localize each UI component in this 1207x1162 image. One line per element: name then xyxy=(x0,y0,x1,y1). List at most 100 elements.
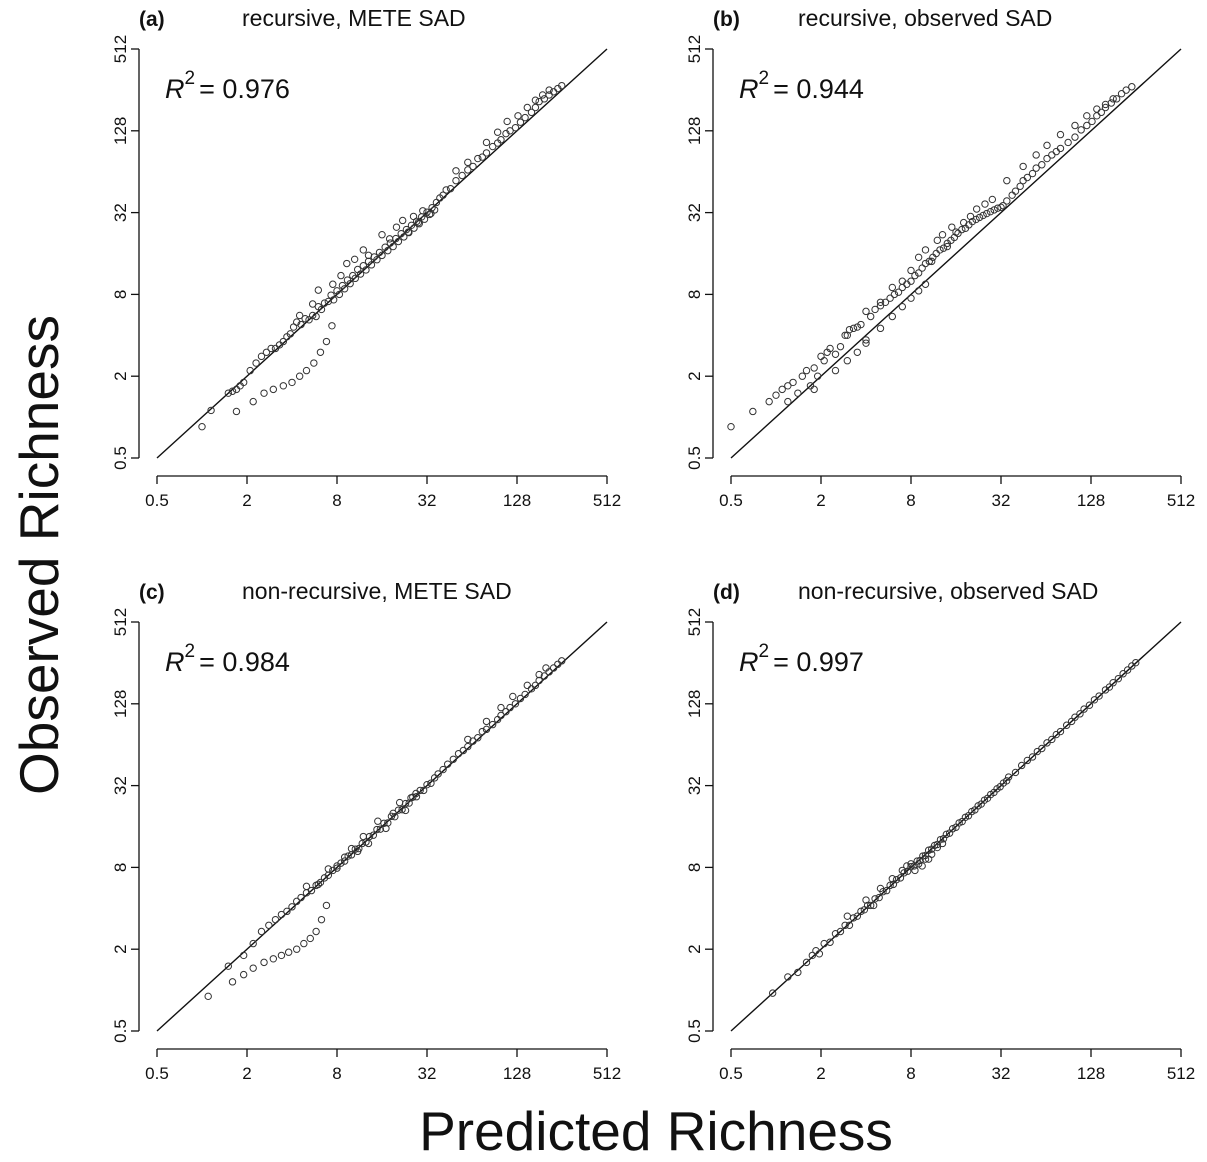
x-tick-label: 2 xyxy=(816,1064,825,1083)
y-tick-label: 128 xyxy=(685,117,704,145)
r-squared-label: R2 = 0.984 xyxy=(165,641,290,677)
data-point xyxy=(798,372,807,380)
data-point xyxy=(1083,112,1091,120)
data-point xyxy=(831,366,840,375)
data-point xyxy=(420,215,429,223)
data-point xyxy=(1076,710,1084,718)
y-tick-label: 0.5 xyxy=(685,446,704,470)
data-point xyxy=(503,117,511,126)
data-point xyxy=(385,235,394,243)
data-point xyxy=(1043,141,1051,150)
data-point xyxy=(364,839,373,848)
data-point xyxy=(333,862,341,870)
data-point xyxy=(975,213,984,222)
x-tick-label: 0.5 xyxy=(145,491,169,510)
data-point xyxy=(966,212,975,221)
data-point xyxy=(942,830,951,839)
r-squared-label: R2 = 0.997 xyxy=(739,641,864,677)
data-point xyxy=(936,835,945,844)
data-point xyxy=(1085,701,1094,709)
data-point xyxy=(343,259,351,268)
data-point xyxy=(404,228,413,236)
data-point xyxy=(401,806,410,815)
x-tick-label: 8 xyxy=(906,491,915,510)
data-point xyxy=(845,921,854,929)
data-point xyxy=(257,927,266,936)
data-point xyxy=(292,318,301,326)
data-point xyxy=(794,968,802,977)
y-tick-label: 8 xyxy=(685,863,704,872)
data-point xyxy=(260,958,268,967)
data-point xyxy=(322,901,331,910)
data-point xyxy=(862,307,870,316)
x-tick-label: 2 xyxy=(242,1064,251,1083)
data-point xyxy=(506,127,514,135)
y-tick-label: 32 xyxy=(111,776,130,795)
data-point xyxy=(320,874,329,882)
data-point xyxy=(284,948,293,956)
data-point xyxy=(907,860,915,868)
data-point xyxy=(841,921,849,929)
data-point xyxy=(843,357,852,365)
data-point xyxy=(317,305,326,314)
data-point xyxy=(558,81,566,90)
one-to-one-line xyxy=(730,621,1182,1032)
data-point xyxy=(423,780,431,789)
x-tick-label: 512 xyxy=(1167,1064,1195,1083)
data-point xyxy=(474,154,482,163)
data-point xyxy=(252,359,260,367)
y-tick-label: 2 xyxy=(111,371,130,380)
data-point xyxy=(1080,705,1088,713)
r-squared-value: = 0.944 xyxy=(773,74,864,104)
data-point xyxy=(1109,95,1117,103)
data-point xyxy=(542,664,550,672)
data-point xyxy=(292,897,301,906)
data-point xyxy=(888,875,897,883)
panel-letter: (b) xyxy=(713,8,740,31)
data-point xyxy=(1088,117,1096,126)
data-point xyxy=(511,700,520,708)
data-point xyxy=(286,330,295,338)
data-point xyxy=(497,703,505,712)
data-point xyxy=(312,312,320,321)
data-point xyxy=(843,331,852,339)
data-point xyxy=(373,825,381,834)
r-squared-label: R2 = 0.944 xyxy=(739,68,864,104)
data-point xyxy=(875,893,883,902)
data-point xyxy=(364,251,373,260)
data-point xyxy=(488,142,497,151)
data-point xyxy=(921,259,930,268)
data-point xyxy=(516,118,525,126)
data-point xyxy=(279,382,288,390)
data-point xyxy=(914,269,923,277)
y-tick-label: 8 xyxy=(111,863,130,872)
data-point xyxy=(409,212,418,221)
data-point xyxy=(1003,197,1011,205)
data-point xyxy=(749,407,757,416)
data-point xyxy=(277,910,286,919)
data-point xyxy=(367,261,376,269)
data-point xyxy=(890,290,899,299)
y-tick-label: 2 xyxy=(111,944,130,953)
data-point xyxy=(446,184,455,193)
data-point xyxy=(353,847,362,856)
data-point xyxy=(789,378,797,387)
data-point xyxy=(362,266,370,274)
data-point xyxy=(333,864,341,872)
data-point xyxy=(269,955,278,963)
data-point xyxy=(419,786,428,795)
data-point xyxy=(1132,658,1140,667)
data-point xyxy=(335,290,344,299)
y-tick-label: 32 xyxy=(111,203,130,222)
data-point xyxy=(356,270,365,278)
data-point xyxy=(439,765,447,774)
data-point xyxy=(857,907,865,916)
data-point xyxy=(948,223,956,231)
data-point xyxy=(395,798,404,807)
y-axis-title: Observed Richness xyxy=(8,315,70,795)
r-symbol: R xyxy=(165,74,185,104)
x-tick-label: 128 xyxy=(1077,1064,1105,1083)
data-point xyxy=(853,348,862,356)
data-point xyxy=(521,690,529,699)
y-tick-label: 128 xyxy=(111,117,130,145)
